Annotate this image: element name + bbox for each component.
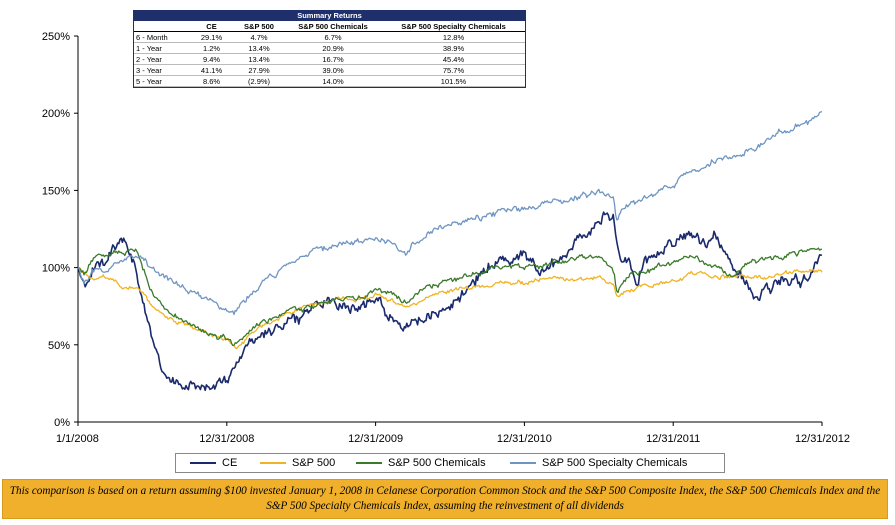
summary-row-label: 2 - Year xyxy=(134,53,189,65)
x-tick-label: 12/31/2008 xyxy=(199,433,254,445)
summary-row: 5 - Year 8.6% (2.9%) 14.0% 101.5% xyxy=(134,75,525,87)
summary-col-header: CE xyxy=(189,21,234,32)
summary-cell: 20.9% xyxy=(284,42,382,54)
summary-row: 2 - Year 9.4% 13.4% 16.7% 45.4% xyxy=(134,53,525,65)
chart-axes: 0% 50% 100% 150% 200% 250% 1/1/2008 12/31/2008 1… xyxy=(42,31,850,445)
legend-swatch xyxy=(510,462,536,464)
legend-label: S&P 500 Chemicals xyxy=(388,457,486,469)
legend-item-sp500: S&P 500 xyxy=(260,454,335,472)
x-tick-label: 12/31/2012 xyxy=(795,433,850,445)
series-line-s-p-500-chemicals xyxy=(77,247,823,347)
summary-cell: 38.9% xyxy=(382,42,525,54)
summary-cell: 8.6% xyxy=(189,75,234,87)
x-tick-label: 12/31/2011 xyxy=(646,433,700,445)
legend-item-sp500-specialty: S&P 500 Specialty Chemicals xyxy=(510,454,687,472)
legend-swatch xyxy=(190,462,216,464)
summary-table: CE S&P 500 S&P 500 Chemicals S&P 500 Spe… xyxy=(134,21,525,87)
chart-series-layer xyxy=(77,111,823,392)
summary-cell: 12.8% xyxy=(382,31,525,43)
summary-cell: 16.7% xyxy=(284,53,382,65)
summary-cell: 39.0% xyxy=(284,64,382,76)
summary-header-row: CE S&P 500 S&P 500 Chemicals S&P 500 Spe… xyxy=(134,21,525,32)
series-line-ce xyxy=(77,211,823,392)
legend-label: S&P 500 xyxy=(292,457,336,469)
legend-swatch xyxy=(356,462,382,464)
summary-cell: 13.4% xyxy=(234,53,284,65)
series-line-s-p-500-specialty-chemicals xyxy=(77,111,823,316)
summary-cell: 13.4% xyxy=(234,42,284,54)
summary-cell: 6.7% xyxy=(284,31,382,43)
summary-cell: 14.0% xyxy=(284,75,382,87)
summary-cell: 4.7% xyxy=(234,31,284,43)
x-tick-label: 12/31/2010 xyxy=(497,433,552,445)
x-tick-label: 1/1/2008 xyxy=(56,433,99,445)
summary-row-label: 3 - Year xyxy=(134,64,189,76)
summary-row: 1 - Year 1.2% 13.4% 20.9% 38.9% xyxy=(134,42,525,54)
y-tick-label: 250% xyxy=(42,31,70,43)
summary-cell: 9.4% xyxy=(189,53,234,65)
legend-item-ce: CE xyxy=(190,454,237,472)
summary-row: 3 - Year 41.1% 27.9% 39.0% 75.7% xyxy=(134,64,525,76)
y-tick-label: 150% xyxy=(42,185,70,197)
summary-cell: 101.5% xyxy=(382,75,525,87)
y-tick-label: 0% xyxy=(54,417,70,429)
y-tick-label: 200% xyxy=(42,108,70,120)
summary-row-label: 1 - Year xyxy=(134,42,189,54)
summary-cell: 27.9% xyxy=(234,64,284,76)
legend-swatch xyxy=(260,462,286,464)
summary-row: 6 - Month 29.1% 4.7% 6.7% 12.8% xyxy=(134,31,525,43)
summary-col-header: S&P 500 Specialty Chemicals xyxy=(382,21,525,32)
summary-col-header xyxy=(134,21,189,32)
summary-cell: 45.4% xyxy=(382,53,525,65)
legend-label: CE xyxy=(222,457,238,469)
summary-cell: (2.9%) xyxy=(234,75,284,87)
summary-row-label: 6 - Month xyxy=(134,31,189,43)
summary-col-header: S&P 500 Chemicals xyxy=(284,21,382,32)
y-tick-label: 50% xyxy=(48,340,70,352)
summary-cell: 41.1% xyxy=(189,64,234,76)
summary-title: Summary Returns xyxy=(134,11,525,21)
summary-col-header: S&P 500 xyxy=(234,21,284,32)
legend-label: S&P 500 Specialty Chemicals xyxy=(542,457,688,469)
summary-cell: 29.1% xyxy=(189,31,234,43)
summary-cell: 1.2% xyxy=(189,42,234,54)
summary-cell: 75.7% xyxy=(382,64,525,76)
y-tick-label: 100% xyxy=(42,263,70,275)
legend-item-sp500-chemicals: S&P 500 Chemicals xyxy=(356,454,486,472)
x-tick-label: 12/31/2009 xyxy=(348,433,403,445)
summary-returns-table: Summary Returns CE S&P 500 S&P 500 Chemi… xyxy=(133,10,526,88)
footnote: This comparison is based on a return ass… xyxy=(2,479,888,519)
chart-legend: CE S&P 500 S&P 500 Chemicals S&P 500 Spe… xyxy=(175,453,725,473)
summary-row-label: 5 - Year xyxy=(134,75,189,87)
